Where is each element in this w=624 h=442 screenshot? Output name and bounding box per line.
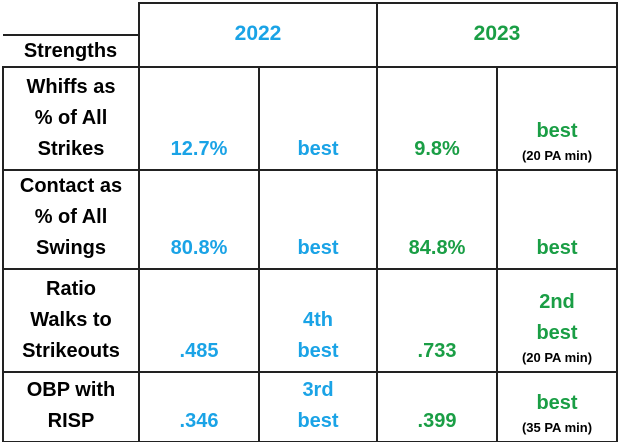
rank-cell: best (35 PA min) — [496, 371, 618, 442]
label-line: % of All — [34, 107, 108, 129]
value: 9.8% — [414, 138, 460, 160]
rank-cell: best (20 PA min) — [496, 66, 618, 171]
value: .399 — [417, 410, 457, 432]
label-line: RISP — [47, 410, 95, 432]
rank-line: best — [536, 237, 578, 259]
label-line: Whiffs as — [26, 76, 116, 98]
value-cell: .485 — [138, 268, 260, 373]
label-line: Ratio — [46, 278, 96, 300]
rank-line: best — [297, 237, 339, 259]
rank-cell: best — [258, 66, 378, 171]
year-header: 2022 — [138, 2, 378, 68]
label-line: Strikes — [37, 138, 105, 160]
rank-cell: 2nd best (20 PA min) — [496, 268, 618, 373]
value: 84.8% — [408, 237, 466, 259]
label-line: OBP with — [26, 379, 116, 401]
rank-line: best — [536, 392, 578, 414]
value: .733 — [417, 340, 457, 362]
rank-line: 4th — [303, 309, 333, 331]
header-cell: Strengths — [3, 3, 140, 68]
value-cell: .399 — [376, 371, 498, 442]
rank-line: best — [536, 322, 578, 344]
rank-line: best — [536, 120, 578, 142]
rank-cell: best — [496, 169, 618, 270]
header-label: Strengths — [3, 34, 138, 66]
label-line: Swings — [35, 237, 106, 259]
value-cell: .733 — [376, 268, 498, 373]
header-row: Strengths 2022 2023 — [3, 2, 618, 68]
label-line: % of All — [34, 206, 108, 228]
row-label: Whiffs as % of All Strikes — [2, 66, 140, 171]
data-row: Ratio Walks to Strikeouts .485 4th best .733 2n… — [2, 268, 618, 373]
label-line: Strikeouts — [22, 340, 120, 362]
data-row: Whiffs as % of All Strikes 12.7% best 9.8% bes… — [2, 66, 618, 171]
value: .485 — [179, 340, 219, 362]
rank-line: best — [297, 138, 339, 160]
year-header: 2023 — [376, 2, 618, 68]
value-cell: 12.7% — [138, 66, 260, 171]
row-label: Ratio Walks to Strikeouts — [2, 268, 140, 373]
rank-line: 3rd — [302, 379, 334, 401]
rank-note: (20 PA min) — [521, 350, 593, 365]
data-row: Contact as % of All Swings 80.8% best 84.8% be… — [2, 169, 618, 270]
rank-cell: best — [258, 169, 378, 270]
rank-cell: 4th best — [258, 268, 378, 373]
value-cell: 9.8% — [376, 66, 498, 171]
rank-line: best — [297, 410, 339, 432]
value: 12.7% — [170, 138, 228, 160]
row-label: OBP with RISP — [2, 371, 140, 442]
value-cell: 80.8% — [138, 169, 260, 270]
label-line: Contact as — [19, 175, 123, 197]
value: .346 — [179, 410, 219, 432]
value-cell: 84.8% — [376, 169, 498, 270]
rank-line: best — [297, 340, 339, 362]
rank-cell: 3rd best — [258, 371, 378, 442]
rank-note: (35 PA min) — [521, 420, 593, 435]
value-cell: .346 — [138, 371, 260, 442]
value: 80.8% — [170, 237, 228, 259]
label-line: Walks to — [30, 309, 112, 331]
data-row: OBP with RISP .346 3rd best .399 best (35 PA mi… — [2, 371, 618, 442]
rank-line: 2nd — [539, 291, 575, 313]
row-label: Contact as % of All Swings — [2, 169, 140, 270]
rank-note: (20 PA min) — [521, 148, 593, 163]
